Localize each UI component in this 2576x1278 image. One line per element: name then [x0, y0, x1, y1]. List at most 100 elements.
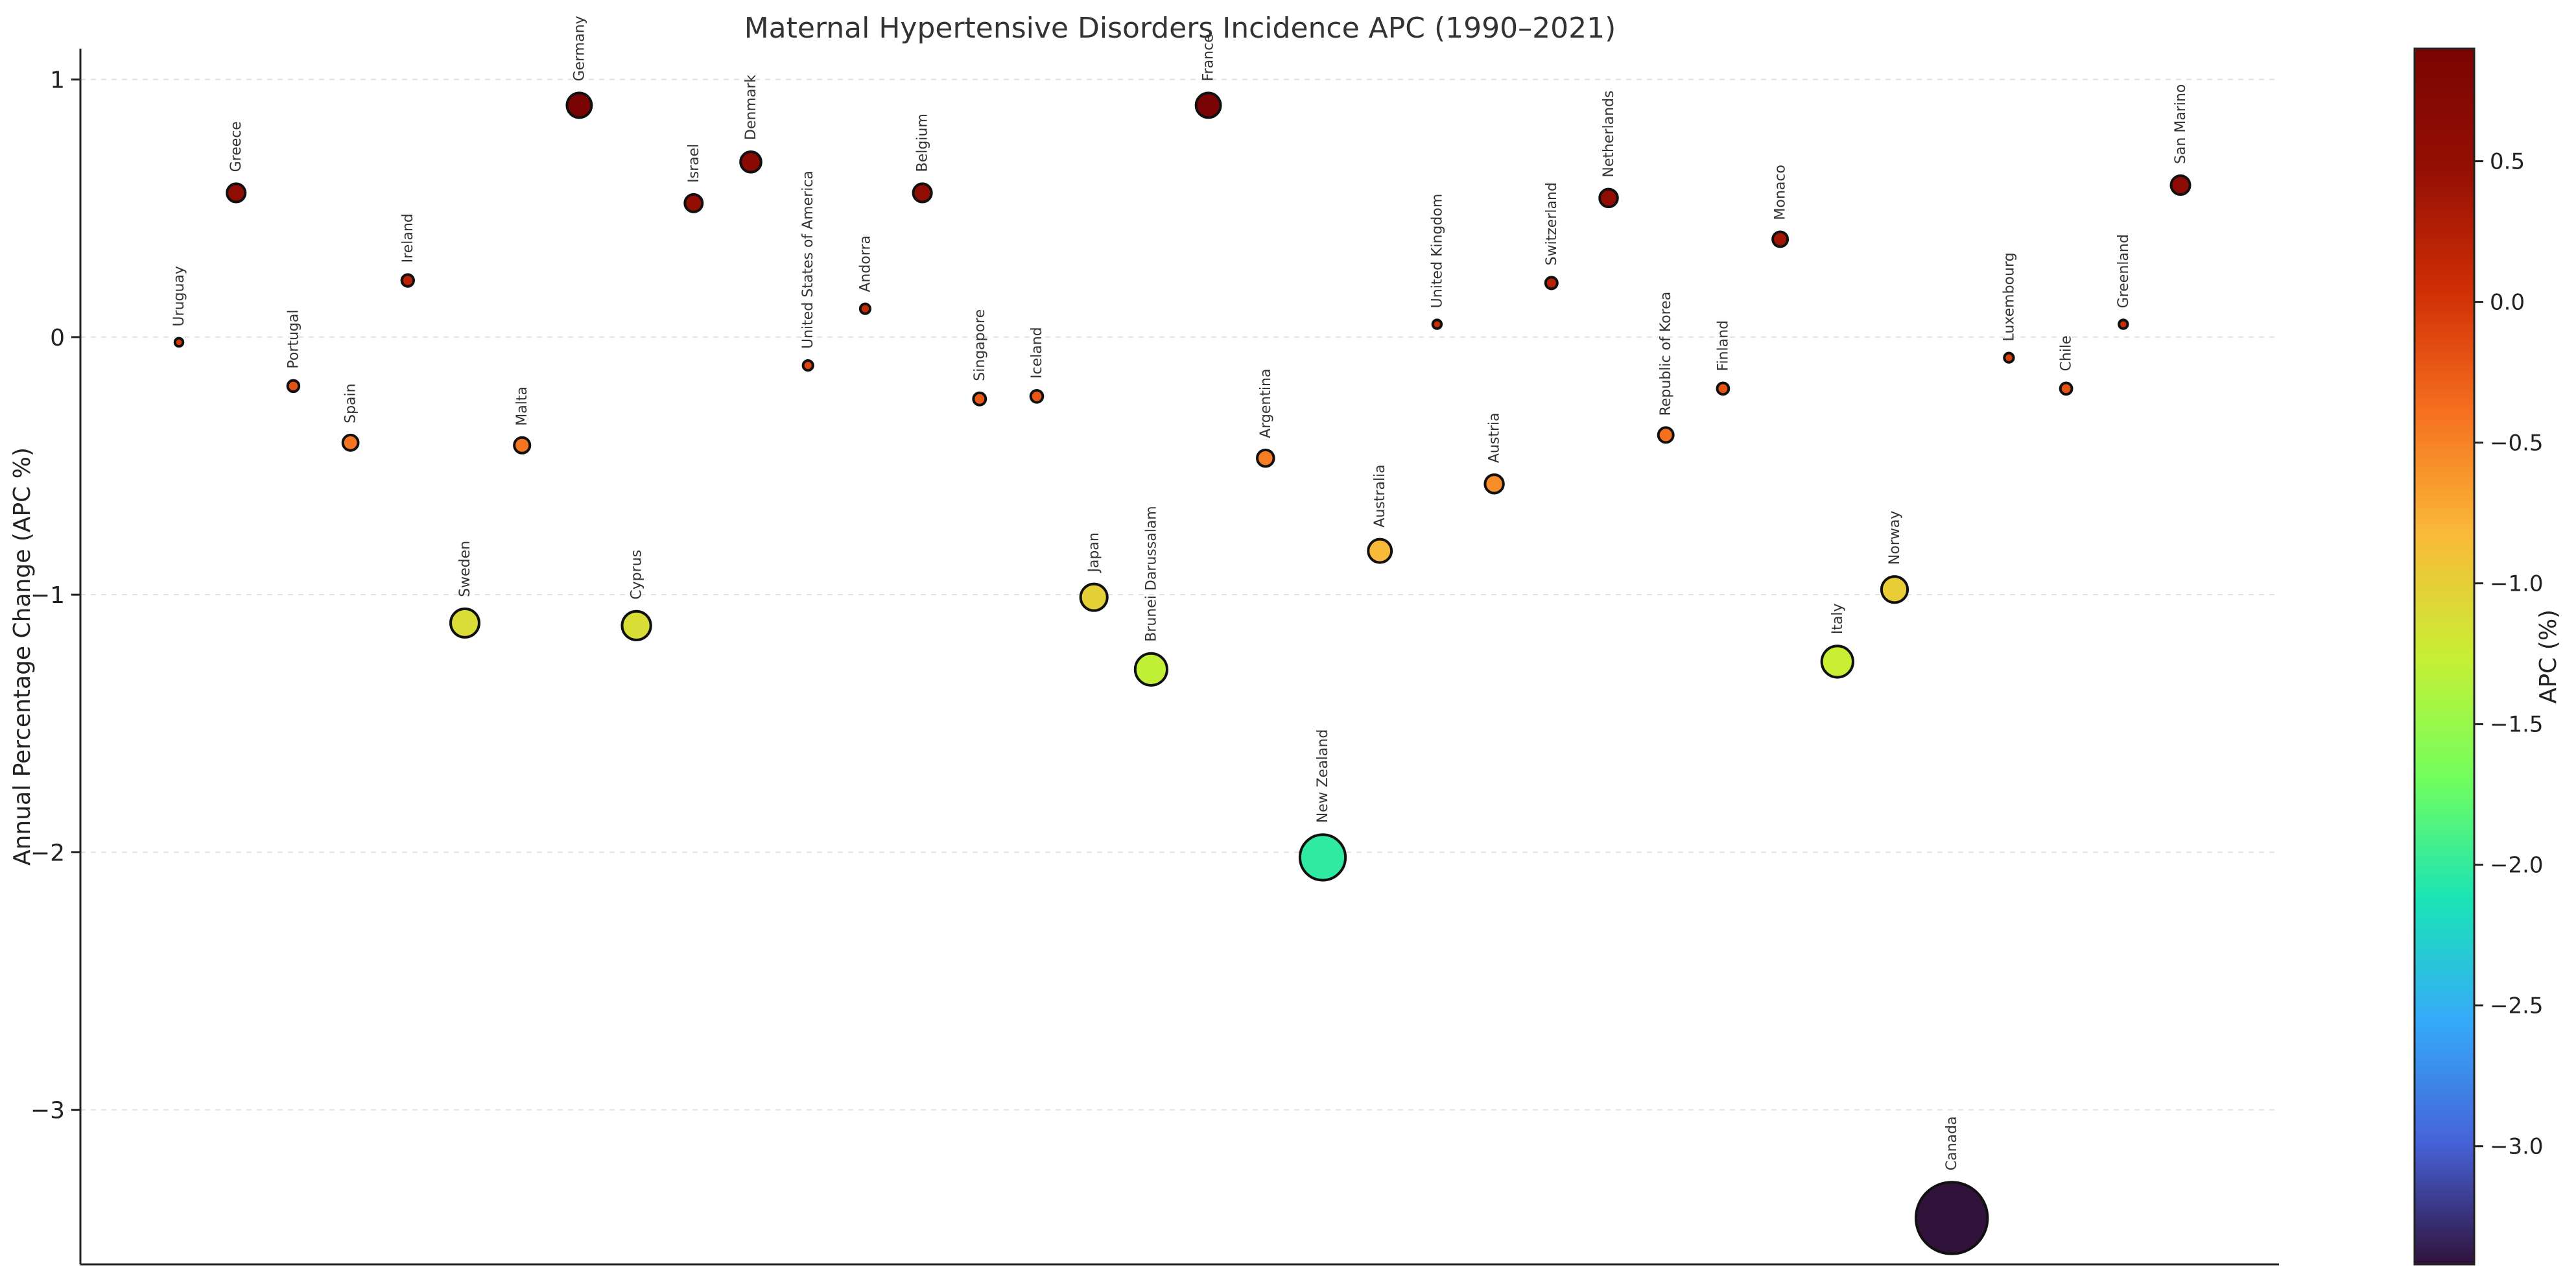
bubble	[972, 391, 987, 407]
point-andorra: Andorra	[857, 235, 873, 315]
colorbar-tick-label: 0.5	[2490, 149, 2525, 175]
point-ireland: Ireland	[400, 213, 416, 288]
point-finland: Finland	[1715, 320, 1731, 396]
point-france: France	[1194, 34, 1222, 119]
chart-title: Maternal Hypertensive Disorders Incidenc…	[744, 12, 1616, 45]
axes	[79, 49, 2279, 1266]
bubble	[226, 182, 247, 204]
bubble	[513, 436, 532, 455]
point-germany: Germany	[565, 16, 593, 119]
point-cyprus: Cyprus	[620, 550, 652, 641]
colorbar-tick-label: −3.0	[2490, 1134, 2544, 1160]
point-label: Uruguay	[171, 266, 187, 327]
point-label: Monaco	[1773, 165, 1789, 220]
grid	[80, 78, 2279, 1111]
point-label: Ireland	[400, 213, 416, 263]
point-new-zealand: New Zealand	[1298, 729, 1347, 882]
point-label: Japan	[1086, 532, 1102, 573]
colorbar-tick-label: −0.5	[2490, 431, 2544, 456]
point-italy: Italy	[1820, 604, 1854, 679]
bubble	[2118, 318, 2129, 330]
bubble	[449, 607, 480, 639]
point-argentina: Argentina	[1256, 369, 1275, 468]
colorbar-tick-label: −1.0	[2490, 571, 2544, 597]
point-netherlands: Netherlands	[1598, 91, 1619, 209]
bubble	[2003, 351, 2015, 364]
colorbar: 0.5 0.0 −0.5 −1.0 −1.5 −2.0 −2.5 −3.0	[2413, 47, 2544, 1266]
bubble	[1598, 187, 1619, 209]
point-luxembourg: Luxembourg	[2001, 252, 2017, 364]
point-chile: Chile	[2059, 335, 2075, 396]
point-monaco: Monaco	[1771, 165, 1790, 248]
bubble	[912, 182, 933, 204]
bubble	[1914, 1181, 1989, 1255]
point-label: Finland	[1715, 320, 1731, 372]
point-label: New Zealand	[1315, 729, 1331, 823]
point-label: Greece	[228, 121, 244, 172]
bubble	[1771, 230, 1790, 248]
bubble	[858, 302, 871, 315]
bubble	[1544, 276, 1559, 290]
point-spain: Spain	[341, 383, 360, 452]
point-label: Brunei Darussalam	[1143, 506, 1159, 642]
point-label: Iceland	[1029, 327, 1045, 379]
bubble	[1716, 381, 1731, 396]
point-label: Canada	[1944, 1117, 1960, 1171]
point-label: Greenland	[2116, 234, 2132, 308]
point-sweden: Sweden	[449, 541, 480, 639]
point-brunei-darussalam: Brunei Darussalam	[1133, 506, 1168, 687]
colorbar-tick-label: 0.0	[2490, 290, 2525, 316]
bubble	[683, 193, 704, 213]
point-greece: Greece	[226, 121, 247, 204]
point-united-states-of-america: United States of America	[800, 171, 816, 372]
point-label: Denmark	[743, 75, 759, 140]
y-axis-ticks: 1 0 −1 −2 −3	[30, 67, 80, 1124]
point-label: United States of America	[800, 171, 816, 349]
point-label: Italy	[1830, 604, 1846, 635]
point-norway: Norway	[1880, 511, 1909, 604]
colorbar-label: APC (%)	[2535, 609, 2562, 704]
point-label: France	[1201, 34, 1217, 81]
point-iceland: Iceland	[1029, 327, 1045, 404]
colorbar-tick-label: −1.5	[2490, 712, 2544, 738]
bubble	[1657, 426, 1675, 444]
point-portugal: Portugal	[285, 310, 301, 394]
point-uruguay: Uruguay	[171, 266, 187, 348]
bubble	[1298, 833, 1347, 882]
point-label: Argentina	[1258, 369, 1274, 438]
bubble	[739, 150, 762, 174]
point-label: Netherlands	[1601, 91, 1617, 178]
point-label: Andorra	[857, 235, 873, 292]
y-tick-label: −2	[30, 840, 65, 866]
bubble	[400, 273, 415, 288]
point-label: Spain	[343, 383, 359, 423]
point-australia: Australia	[1367, 464, 1393, 564]
point-label: United Kingdom	[1429, 194, 1445, 309]
bubble	[1431, 318, 1443, 330]
bubble	[341, 433, 360, 452]
bubble	[1483, 473, 1505, 495]
point-israel: Israel	[683, 144, 704, 213]
point-label: Austria	[1487, 412, 1503, 463]
bubble	[286, 379, 301, 394]
bubble	[1133, 652, 1168, 687]
point-japan: Japan	[1079, 532, 1109, 612]
point-label: Republic of Korea	[1658, 292, 1674, 416]
bubble	[1256, 448, 1275, 468]
point-label: Australia	[1372, 464, 1388, 527]
point-label: San Marino	[2173, 84, 2189, 164]
point-label: Malta	[514, 386, 530, 426]
point-malta: Malta	[513, 386, 532, 455]
y-tick-label: 1	[50, 67, 65, 94]
y-tick-label: −1	[30, 582, 65, 609]
point-label: Sweden	[457, 541, 473, 597]
point-republic-of-korea: Republic of Korea	[1657, 292, 1675, 444]
point-label: Germany	[571, 16, 587, 81]
bubble	[801, 359, 814, 372]
point-san-marino: San Marino	[2169, 84, 2192, 196]
bubble	[1367, 538, 1393, 564]
bubble	[173, 337, 185, 348]
bubble	[1194, 91, 1222, 119]
bubble	[565, 91, 593, 119]
